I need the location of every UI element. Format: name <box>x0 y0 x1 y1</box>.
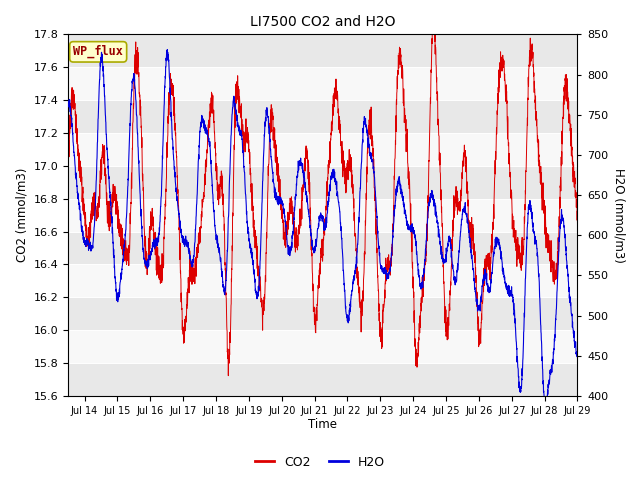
Y-axis label: H2O (mmol/m3): H2O (mmol/m3) <box>612 168 625 263</box>
Bar <box>68 264 577 297</box>
X-axis label: Time: Time <box>308 419 337 432</box>
Text: WP_flux: WP_flux <box>73 45 123 59</box>
Bar <box>68 231 577 264</box>
Bar <box>68 166 577 199</box>
Y-axis label: CO2 (mmol/m3): CO2 (mmol/m3) <box>15 168 28 262</box>
Bar <box>68 199 577 231</box>
Bar <box>68 35 577 67</box>
Bar <box>68 363 577 396</box>
Legend: CO2, H2O: CO2, H2O <box>250 451 390 474</box>
Bar <box>68 67 577 100</box>
Bar <box>68 330 577 363</box>
Bar <box>68 133 577 166</box>
Bar <box>68 297 577 330</box>
Title: LI7500 CO2 and H2O: LI7500 CO2 and H2O <box>250 15 396 29</box>
Bar <box>68 100 577 133</box>
